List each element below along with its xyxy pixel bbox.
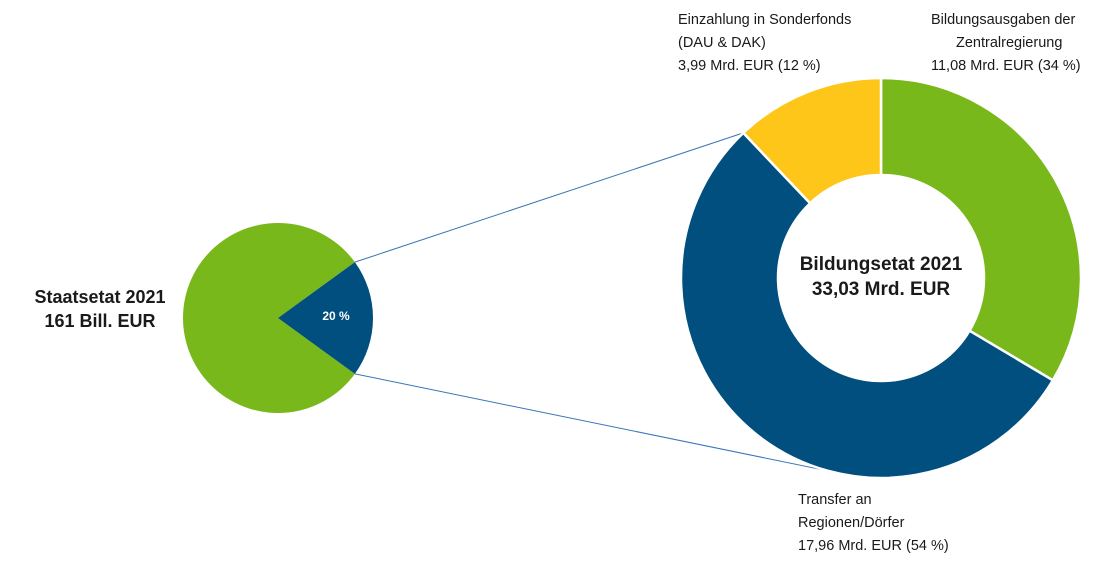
connector-line-top [354,132,744,263]
slice-label-central-government-line1: Bildungsausgaben der [931,12,1076,28]
overall-slice-education-label: 20 % [322,309,350,323]
overall-slice-education [278,262,374,374]
slice-label-regional-transfer-line1: Transfer an [798,492,872,508]
overall-budget-label: Staatsetat 2021 161 Bill. EUR [10,285,190,333]
slice-label-central-government-value: 11,08 Mrd. EUR (34 %) [931,58,1081,74]
education-slice-special-funds [741,76,883,206]
slice-label-central-government-line2: Zentralregierung [956,35,1063,51]
connector-line-bottom [354,373,854,477]
education-budget-total: 33,03 Mrd. EUR [811,279,951,300]
slice-label-special-funds: Einzahlung in Sonderfonds (DAU & DAK) 3,… [678,9,851,78]
slice-label-regional-transfer-value: 17,96 Mrd. EUR (54 %) [798,538,949,554]
overall-budget-total: 161 Bill. EUR [44,311,156,331]
slice-label-regional-transfer-line2: Regionen/Dörfer [798,515,905,531]
education-budget-label: Bildungsetat 2021 33,03 Mrd. EUR [781,252,981,302]
overall-budget-title: Staatsetat 2021 [34,287,166,307]
slice-label-special-funds-line1: Einzahlung in Sonderfonds [678,12,852,28]
education-budget-title: Bildungsetat 2021 [799,254,963,275]
slice-label-special-funds-value: 3,99 Mrd. EUR (12 %) [678,58,821,74]
education-slice-central-government [879,76,1083,383]
overall-slice-other [183,223,355,414]
slice-label-regional-transfer: Transfer an Regionen/Dörfer 17,96 Mrd. E… [798,489,949,558]
slice-label-central-government: Bildungsausgaben der Zentralregierung 11… [931,9,1081,78]
slice-label-special-funds-line2: (DAU & DAK) [678,35,766,51]
education-slice-regional-transfer [679,131,1055,480]
